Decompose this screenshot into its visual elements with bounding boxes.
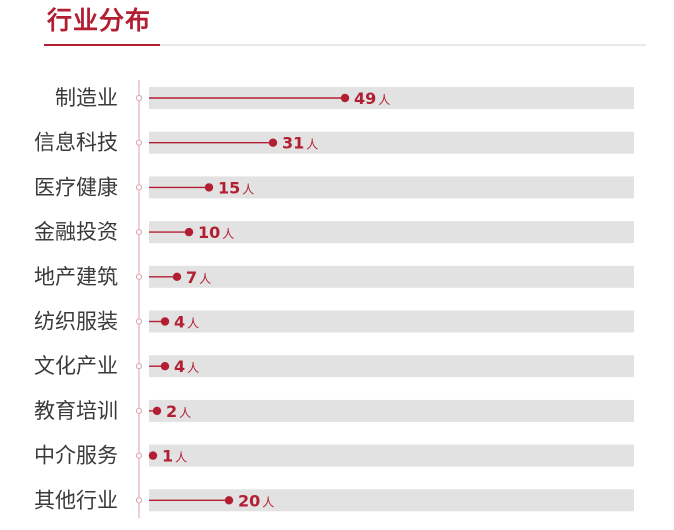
data-label: 49 人: [354, 89, 390, 108]
value-marker: [184, 227, 194, 237]
data-label-value: 2: [166, 402, 177, 421]
bar-track: [149, 221, 634, 244]
category-label: 金融投资: [34, 220, 118, 244]
value-marker: [160, 317, 170, 326]
bar-track: [149, 131, 634, 154]
category-label: 制造业: [55, 86, 118, 110]
data-label-unit: 人: [199, 272, 211, 286]
axis-tick-dot: [135, 363, 143, 370]
data-label-value: 10: [198, 223, 220, 242]
data-label-unit: 人: [306, 138, 318, 152]
axis-tick-dot: [135, 94, 143, 102]
data-label-value: 49: [354, 89, 376, 108]
bar-track: [149, 87, 634, 109]
data-label: 20 人: [238, 491, 274, 510]
bar-track: [149, 265, 634, 288]
value-marker: [160, 362, 170, 371]
category-label: 教育培训: [34, 399, 118, 423]
bar-track: [149, 176, 634, 199]
category-label: 地产建筑: [34, 265, 118, 289]
title-divider: [44, 44, 646, 46]
data-label: 15 人: [218, 178, 254, 197]
value-marker: [340, 93, 350, 103]
bar-track: [149, 310, 634, 333]
data-label-unit: 人: [187, 361, 199, 375]
axis-tick-dot: [135, 452, 143, 459]
value-marker: [148, 451, 158, 460]
axis-tick-dot: [135, 184, 143, 191]
value-marker: [268, 138, 278, 147]
data-label-value: 1: [162, 447, 173, 466]
title-accent-bar: [44, 44, 160, 46]
page-title: 行业分布: [47, 6, 152, 35]
data-label-value: 7: [186, 268, 197, 287]
data-label-unit: 人: [179, 406, 191, 420]
data-label-unit: 人: [187, 317, 199, 331]
data-label-unit: 人: [222, 227, 234, 241]
category-label: 医疗健康: [34, 175, 118, 199]
axis-tick-dot: [135, 318, 143, 325]
data-label-value: 20: [238, 491, 260, 510]
value-marker: [224, 496, 234, 505]
category-label: 文化产业: [34, 354, 118, 378]
value-marker: [204, 183, 214, 192]
data-label-value: 15: [218, 178, 240, 197]
category-label: 其他行业: [34, 488, 118, 512]
data-label-unit: 人: [262, 495, 274, 509]
axis-tick-dot: [135, 139, 143, 146]
data-label-unit: 人: [175, 451, 187, 465]
value-marker: [172, 272, 182, 281]
category-label: 信息科技: [34, 131, 118, 155]
data-label: 31 人: [282, 134, 318, 153]
data-label-unit: 人: [242, 182, 254, 196]
axis-tick-dot: [135, 229, 143, 236]
category-label: 纺织服装: [34, 310, 118, 334]
bar-track: [149, 355, 634, 378]
axis-tick-dot: [135, 407, 143, 414]
data-label: 10 人: [198, 223, 234, 242]
data-label-unit: 人: [378, 93, 390, 107]
data-label-value: 4: [174, 357, 185, 376]
data-label-value: 4: [174, 313, 185, 332]
data-label-value: 31: [282, 134, 304, 153]
axis-tick-dot: [135, 273, 143, 280]
category-label: 中介服务: [34, 444, 118, 468]
bar-track: [149, 489, 634, 512]
value-marker: [152, 406, 162, 416]
bar-track: [149, 444, 634, 467]
bar-track: [149, 399, 634, 422]
axis-tick-dot: [135, 497, 143, 504]
